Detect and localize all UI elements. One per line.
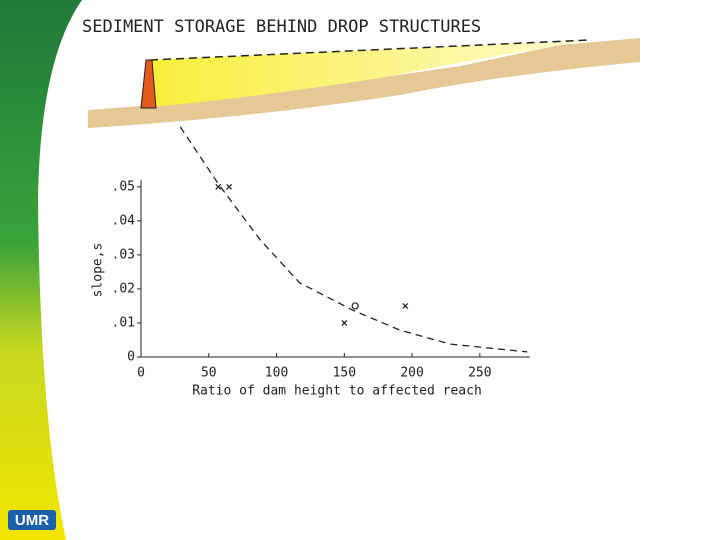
x-tick-label: 50 xyxy=(201,366,217,381)
ground xyxy=(88,38,640,128)
logo: UMR xyxy=(15,512,49,529)
logo-box xyxy=(8,510,56,530)
chart-title: SEDIMENT STORAGE BEHIND DROP STRUCTURES xyxy=(82,17,481,37)
x-tick-label: 100 xyxy=(265,366,288,381)
point xyxy=(226,183,233,190)
point xyxy=(215,183,222,190)
sediment xyxy=(150,40,590,107)
y-tick-label: .01 xyxy=(112,315,135,330)
point xyxy=(402,302,409,309)
x-tick-label: 0 xyxy=(137,366,145,381)
y-tick-label: .03 xyxy=(112,247,135,262)
x-axis-label: Ratio of dam height to affected reach xyxy=(192,384,482,399)
y-tick-label: .05 xyxy=(112,179,135,194)
y-tick-label: .02 xyxy=(112,281,135,296)
x-tick-label: 200 xyxy=(400,366,423,381)
y-tick-label: 0 xyxy=(127,350,135,365)
dam xyxy=(140,59,157,109)
point xyxy=(351,302,359,310)
side-band xyxy=(0,0,82,540)
y-axis-label: slope,s xyxy=(91,243,106,298)
x-tick-label: 150 xyxy=(333,366,356,381)
x-tick-label: 250 xyxy=(468,366,491,381)
point xyxy=(341,320,348,326)
fit-curve xyxy=(179,126,528,353)
y-tick-label: .04 xyxy=(112,213,136,228)
level-line xyxy=(149,39,591,61)
